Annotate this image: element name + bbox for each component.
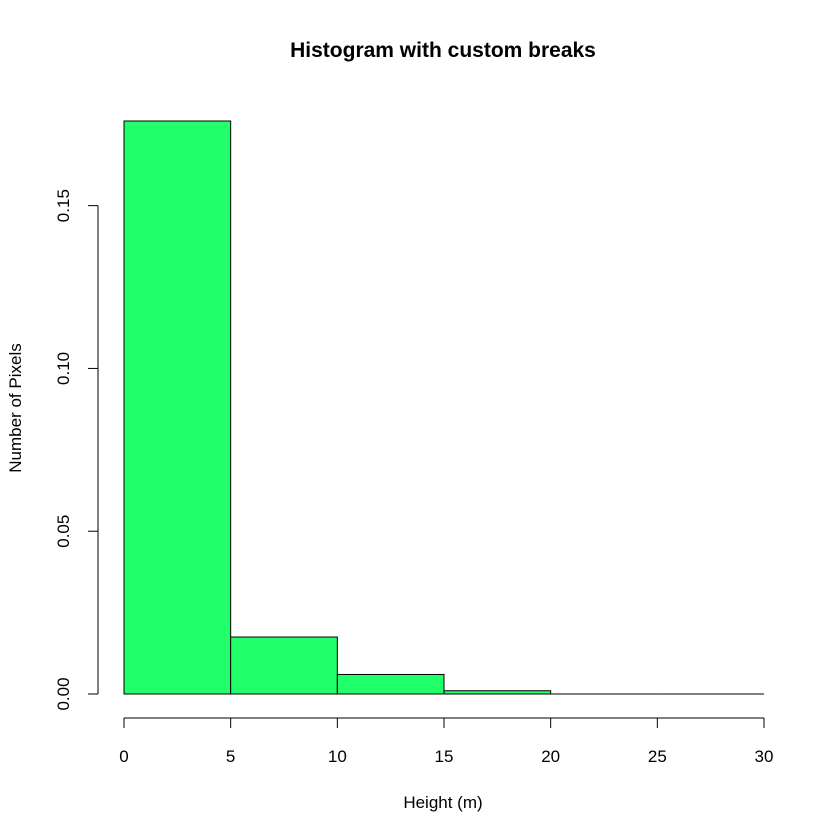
histogram-bar (230, 636, 338, 695)
x-tick-label: 15 (435, 747, 454, 766)
histogram-bar (443, 690, 552, 695)
histogram-bar (336, 673, 445, 695)
x-axis-label: Height (m) (403, 793, 482, 812)
x-tick-label: 5 (226, 747, 235, 766)
x-tick-label: 0 (119, 747, 128, 766)
x-axis: 0 5 10 15 20 25 30 (119, 717, 774, 766)
x-tick-label: 30 (755, 747, 774, 766)
histogram-bar (123, 120, 232, 695)
x-tick-label: 10 (328, 747, 347, 766)
y-tick-label: 0.00 (54, 677, 73, 710)
y-tick-label: 0.10 (54, 352, 73, 385)
y-axis: 0.00 0.05 0.10 0.15 (54, 189, 99, 711)
y-tick-label: 0.05 (54, 515, 73, 548)
chart-title: Histogram with custom breaks (290, 39, 596, 62)
y-tick-label: 0.15 (54, 189, 73, 222)
x-tick-label: 25 (648, 747, 667, 766)
x-tick-label: 20 (541, 747, 560, 766)
bars-group (123, 120, 764, 695)
y-axis-label: Number of Pixels (6, 343, 25, 472)
